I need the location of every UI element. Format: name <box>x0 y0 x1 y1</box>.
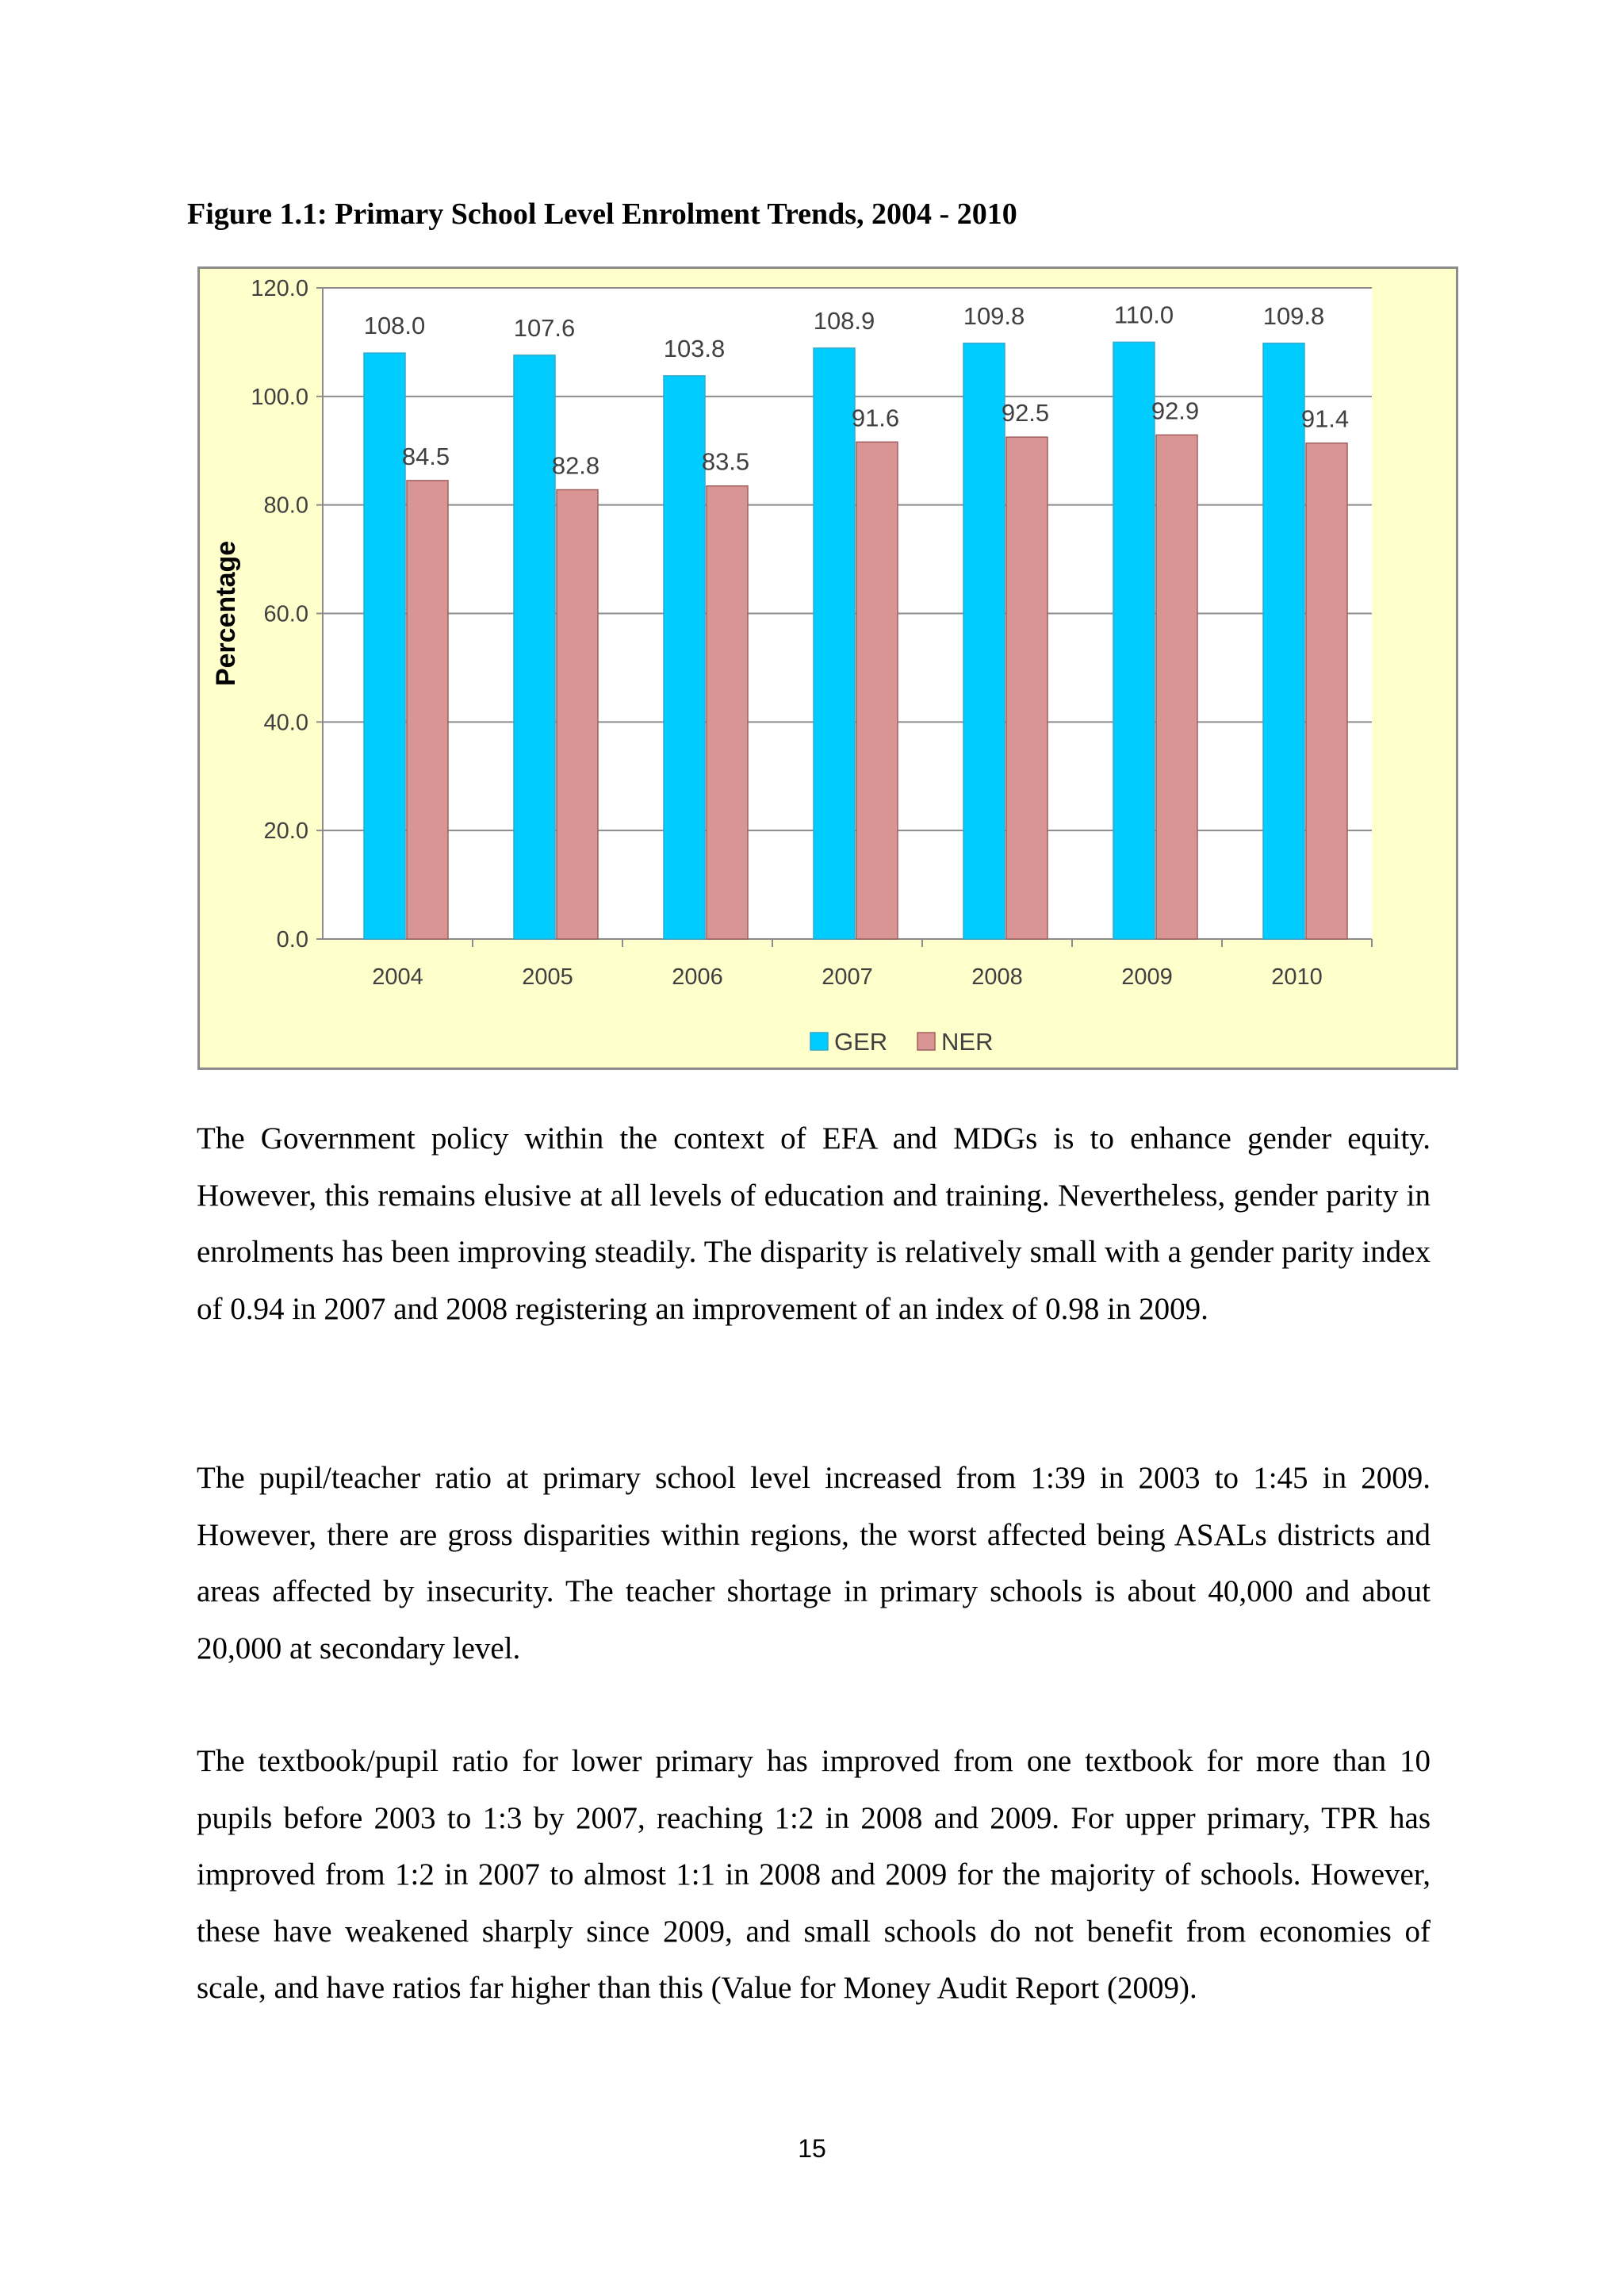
ner-legend-swatch <box>917 1032 936 1051</box>
ger-data-label: 107.6 <box>514 314 576 342</box>
x-tick-label: 2010 <box>1271 964 1323 990</box>
y-tick-label: 120.0 <box>251 276 308 301</box>
ger-data-label: 109.8 <box>963 302 1025 330</box>
y-tick-label: 100.0 <box>251 385 308 410</box>
y-tick-label: 20.0 <box>264 818 308 844</box>
ner-bar <box>1155 434 1198 940</box>
ger-data-label: 109.8 <box>1263 302 1325 330</box>
x-tick-label: 2005 <box>522 964 573 990</box>
ner-data-label: 92.5 <box>1002 399 1049 427</box>
figure-caption: Figure 1.1: Primary School Level Enrolme… <box>187 197 1017 231</box>
ger-data-label: 110.0 <box>1114 301 1174 328</box>
ger-data-label: 103.8 <box>664 335 726 362</box>
ner-bar <box>406 480 449 940</box>
ger-bar <box>1113 341 1155 940</box>
x-tick-label: 2004 <box>372 964 423 990</box>
chart-svg: 0.0 20.0 40.0 60.0 80.0 100.0 120.0 Percentage 2… <box>211 276 1373 1056</box>
enrolment-chart: 0.0 20.0 40.0 60.0 80.0 100.0 120.0 Percentage 2… <box>197 266 1458 1070</box>
ner-bar <box>856 441 898 940</box>
x-tick-label: 2006 <box>672 964 723 990</box>
ger-bar <box>663 375 706 940</box>
ner-bar <box>1305 442 1348 940</box>
ner-data-label: 84.5 <box>402 443 450 470</box>
y-axis-title: Percentage <box>211 541 241 686</box>
y-tick-label: 0.0 <box>277 927 308 953</box>
ger-legend-label: GER <box>834 1028 887 1056</box>
ger-bar <box>813 347 856 940</box>
ger-bar <box>963 343 1005 940</box>
ger-data-label: 108.9 <box>814 307 875 335</box>
paragraph-textbook-ratio: The textbook/pupil ratio for lower prima… <box>197 1744 1431 2005</box>
ner-data-label: 91.4 <box>1301 405 1349 433</box>
x-tick-label: 2007 <box>822 964 873 990</box>
ner-bar <box>706 485 749 940</box>
paragraph-gender-equity: The Government policy within the context… <box>197 1121 1431 1326</box>
x-tick-label: 2008 <box>971 964 1023 990</box>
page-number: 15 <box>798 2134 826 2163</box>
ner-legend-label: NER <box>941 1028 993 1056</box>
y-tick-label: 60.0 <box>264 602 308 627</box>
ner-data-label: 92.9 <box>1151 397 1199 424</box>
y-tick-label: 40.0 <box>264 710 308 735</box>
ger-data-label: 108.0 <box>364 312 426 339</box>
x-tick-label: 2009 <box>1121 964 1173 990</box>
paragraph-pupil-teacher-ratio: The pupil/teacher ratio at primary schoo… <box>197 1461 1431 1665</box>
ger-bar <box>513 355 556 940</box>
ner-bar <box>1005 436 1048 940</box>
ger-bar <box>363 352 406 940</box>
y-tick-label: 80.0 <box>264 493 308 519</box>
ger-bar <box>1262 343 1305 940</box>
ner-data-label: 82.8 <box>552 452 599 480</box>
ner-data-label: 83.5 <box>702 448 749 476</box>
ner-data-label: 91.6 <box>852 404 899 431</box>
ner-bar <box>556 489 599 940</box>
ger-legend-swatch <box>810 1032 829 1051</box>
